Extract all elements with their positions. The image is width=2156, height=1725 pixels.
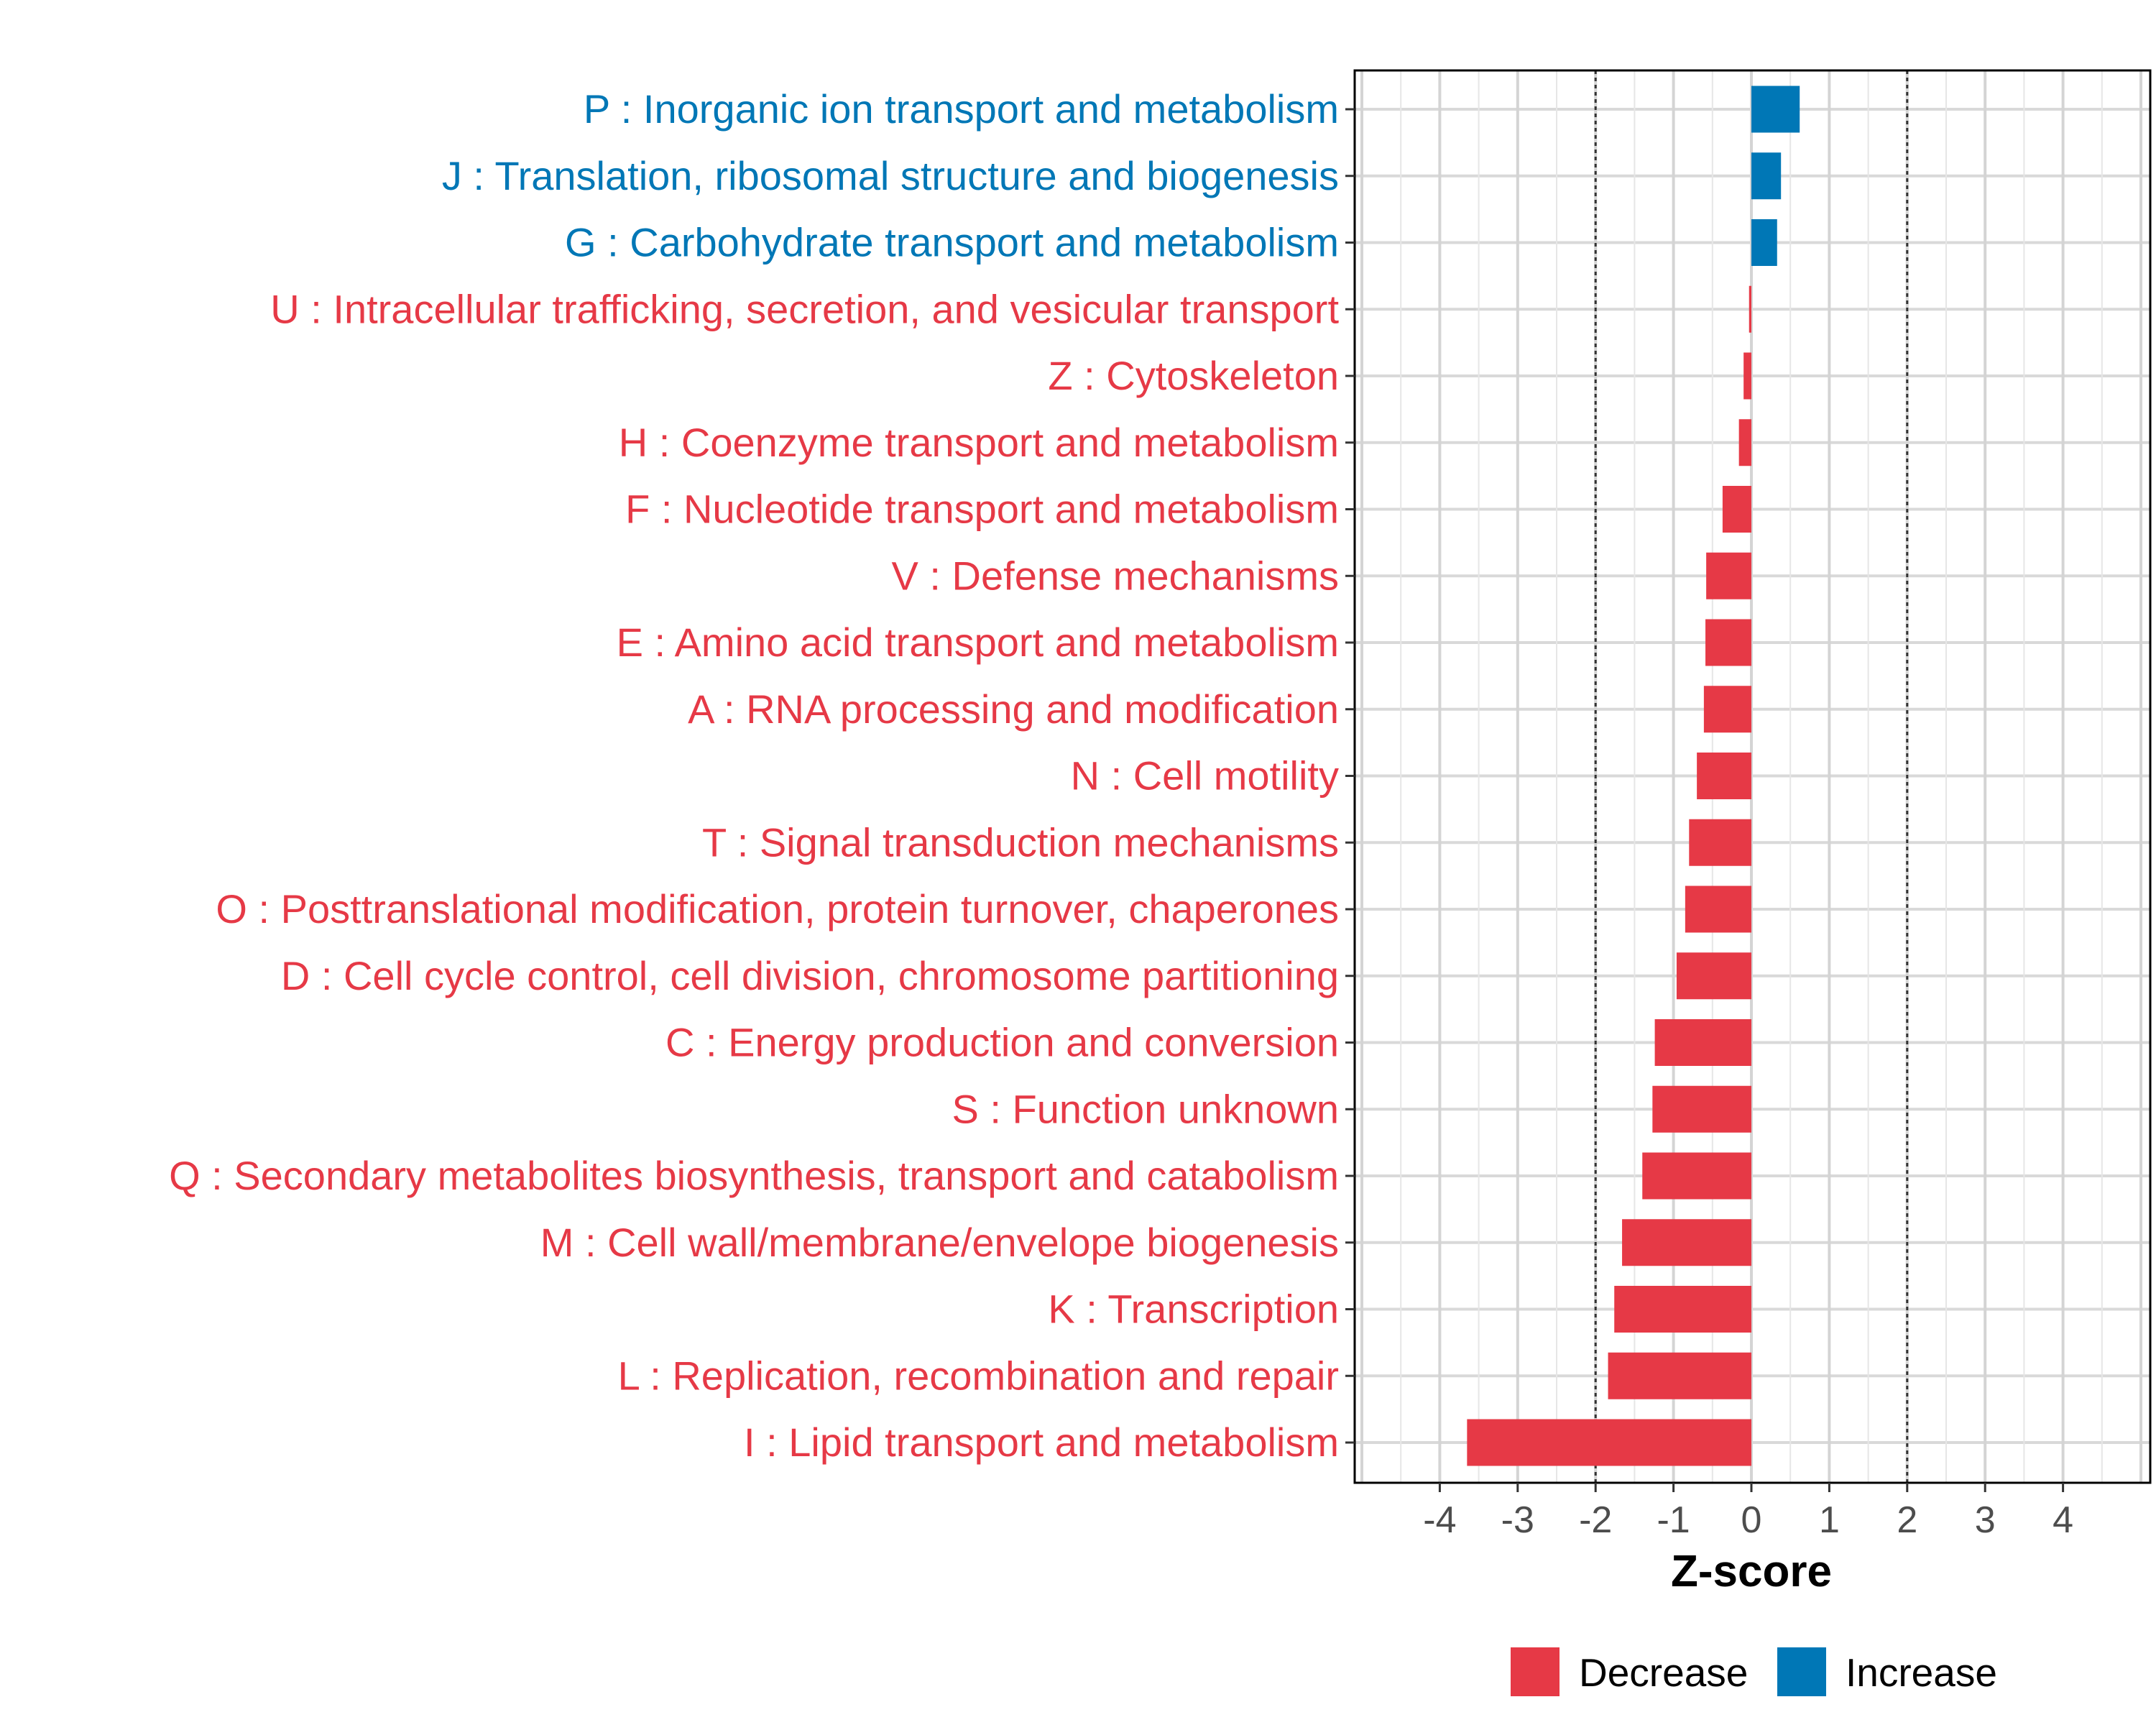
y-tick-label: A : RNA processing and modification	[688, 686, 1339, 732]
x-axis-title: Z-score	[1671, 1547, 1832, 1596]
y-tick-label: Z : Cytoskeleton	[1048, 353, 1339, 398]
threshold-lines	[1594, 70, 1909, 1483]
y-tick-label: I : Lipid transport and metabolism	[744, 1420, 1339, 1465]
y-tick-label: U : Intracellular trafficking, secretion…	[270, 286, 1339, 331]
legend-key-decrease	[1511, 1647, 1560, 1696]
y-tick-label: C : Energy production and conversion	[665, 1020, 1339, 1065]
y-tick-label: P : Inorganic ion transport and metaboli…	[584, 86, 1339, 132]
bar	[1706, 552, 1751, 599]
bar	[1614, 1286, 1751, 1333]
bar	[1751, 86, 1800, 133]
bar	[1751, 219, 1777, 266]
y-tick-label: Q : Secondary metabolites biosynthesis, …	[169, 1153, 1339, 1198]
y-tick-label: O : Posttranslational modification, prot…	[216, 886, 1339, 932]
bar	[1467, 1419, 1751, 1466]
x-tick-label: -4	[1423, 1499, 1456, 1541]
legend-label-increase: Increase	[1846, 1650, 1997, 1695]
y-tick-label: K : Transcription	[1048, 1287, 1339, 1332]
x-tick-label: -3	[1501, 1499, 1534, 1541]
legend: Decrease Increase	[1511, 1647, 1997, 1696]
bar	[1697, 753, 1751, 799]
bar	[1652, 1085, 1751, 1133]
y-axis: P : Inorganic ion transport and metaboli…	[169, 86, 1355, 1465]
bar	[1722, 486, 1751, 533]
legend-label-decrease: Decrease	[1579, 1650, 1748, 1695]
x-tick-label: 2	[1897, 1499, 1917, 1541]
bar	[1642, 1152, 1751, 1200]
grid-lines	[1355, 70, 2150, 1483]
y-tick-label: J : Translation, ribosomal structure and…	[442, 153, 1339, 198]
x-tick-label: -1	[1657, 1499, 1690, 1541]
y-tick-label: S : Function unknown	[952, 1086, 1339, 1131]
x-tick-label: 0	[1741, 1499, 1762, 1541]
bar	[1676, 952, 1751, 1000]
x-axis: -4 -3 -2 -1 0 1 2 3 4	[1423, 1483, 2073, 1541]
y-tick-label: G : Carbohydrate transport and metabolis…	[565, 220, 1339, 265]
y-tick-label: E : Amino acid transport and metabolism	[617, 620, 1339, 665]
bar	[1689, 819, 1751, 866]
y-tick-label: D : Cell cycle control, cell division, c…	[281, 953, 1339, 998]
y-tick-label: T : Signal transduction mechanisms	[702, 819, 1339, 865]
bar	[1743, 352, 1751, 400]
bar	[1751, 152, 1782, 200]
legend-key-increase	[1777, 1647, 1826, 1696]
bar	[1622, 1219, 1751, 1266]
x-tick-label: 4	[2053, 1499, 2073, 1541]
bar	[1703, 686, 1751, 733]
bars	[1467, 86, 1800, 1466]
y-tick-label: F : Nucleotide transport and metabolism	[625, 487, 1339, 532]
bar	[1608, 1352, 1751, 1399]
y-tick-label: N : Cell motility	[1071, 753, 1339, 799]
bar	[1705, 619, 1751, 666]
y-tick-label: M : Cell wall/membrane/envelope biogenes…	[540, 1220, 1339, 1265]
y-tick-label: L : Replication, recombination and repai…	[618, 1353, 1339, 1398]
bar	[1738, 419, 1751, 466]
x-tick-label: -2	[1579, 1499, 1612, 1541]
bar	[1685, 886, 1751, 933]
bar	[1749, 285, 1751, 333]
y-tick-label: V : Defense mechanisms	[892, 553, 1339, 598]
bar	[1654, 1019, 1751, 1066]
y-tick-label: H : Coenzyme transport and metabolism	[619, 420, 1339, 465]
x-tick-label: 1	[1819, 1499, 1840, 1541]
x-tick-label: 3	[1975, 1499, 1996, 1541]
